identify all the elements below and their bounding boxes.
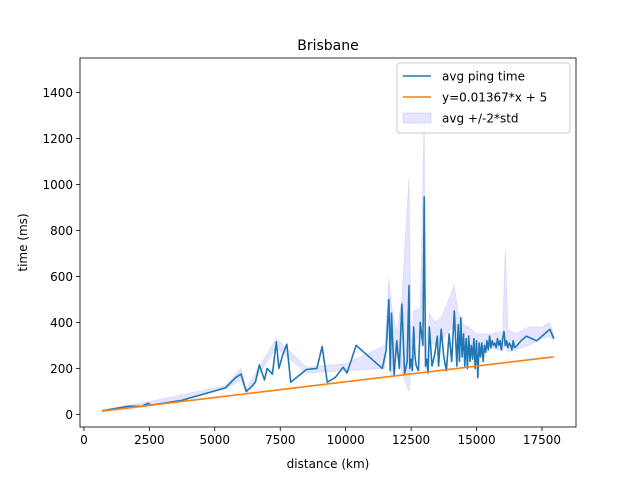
y-tick-label: 400 — [50, 316, 73, 330]
series-line-avg-ping — [102, 196, 555, 412]
x-tick-label: 12500 — [392, 433, 430, 447]
y-axis: 0 200 400 600 800 1000 1200 1400 — [42, 86, 80, 422]
x-tick-label: 0 — [80, 433, 88, 447]
x-tick-label: 10000 — [327, 433, 365, 447]
y-tick-label: 0 — [65, 408, 73, 422]
x-axis: 0 2500 5000 7500 10000 12500 15000 17500 — [80, 427, 561, 447]
y-tick-label: 1200 — [42, 132, 73, 146]
series-layer — [101, 117, 555, 413]
y-tick-label: 200 — [50, 362, 73, 376]
y-tick-label: 1000 — [42, 178, 73, 192]
y-tick-label: 800 — [50, 224, 73, 238]
x-tick-label: 15000 — [457, 433, 495, 447]
x-tick-label: 2500 — [134, 433, 165, 447]
y-tick-label: 1400 — [42, 86, 73, 100]
legend-label-avg-ping: avg ping time — [442, 70, 525, 84]
legend-label-band: avg +/-2*std — [442, 112, 519, 126]
legend-label-fit: y=0.01367*x + 5 — [442, 91, 547, 105]
y-axis-label: time (ms) — [16, 213, 30, 271]
x-tick-label: 17500 — [523, 433, 561, 447]
x-axis-label: distance (km) — [287, 457, 370, 471]
x-tick-label: 5000 — [200, 433, 231, 447]
legend: avg ping time y=0.01367*x + 5 avg +/-2*s… — [396, 62, 571, 134]
series-line-fit — [102, 356, 554, 412]
plot-frame — [79, 57, 577, 428]
y-tick-label: 600 — [50, 270, 73, 284]
legend-swatch-band — [402, 112, 432, 124]
legend-frame — [396, 62, 571, 134]
x-tick-label: 7500 — [265, 433, 296, 447]
chart-title: Brisbane — [297, 38, 359, 54]
